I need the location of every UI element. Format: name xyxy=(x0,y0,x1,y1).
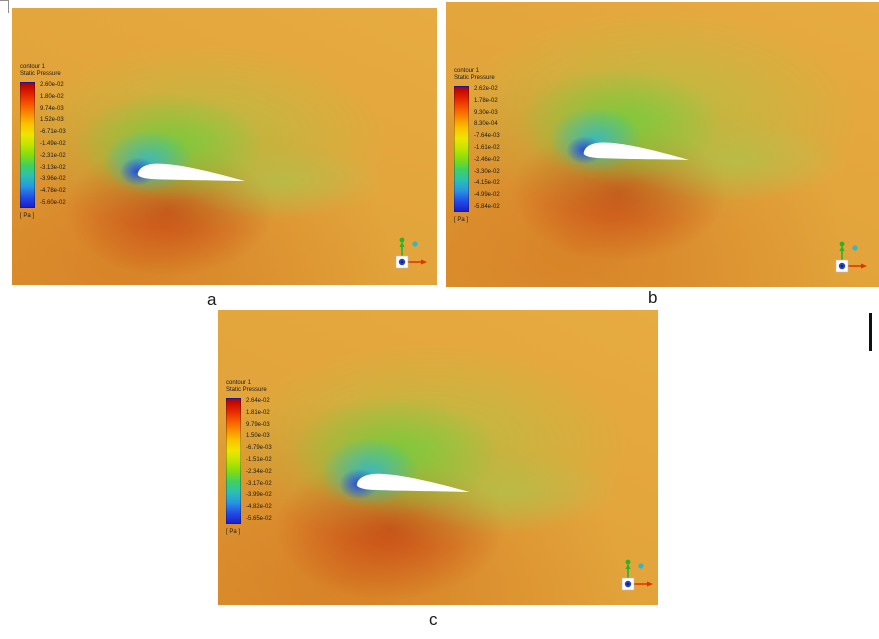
cfd-panel-c: contour 1 Static Pressure 2.64e-02 1.81e-… xyxy=(218,310,658,605)
legend-value: -2.34e-02 xyxy=(246,468,272,475)
airfoil-shape xyxy=(137,163,245,182)
axis-triad xyxy=(835,241,867,273)
y-axis-ball xyxy=(399,237,405,243)
y-axis-ball xyxy=(839,241,845,247)
iso-ball-icon xyxy=(852,245,858,251)
legend-title-line1: contour 1 xyxy=(454,68,480,74)
iso-ball-icon xyxy=(638,563,644,569)
z-axis-dot xyxy=(627,583,629,585)
subfigure-label-c: c xyxy=(429,610,438,629)
pressure-field-c xyxy=(218,310,658,605)
legend-value: -5.60e-02 xyxy=(40,199,66,206)
legend-value: 9.74e-03 xyxy=(40,105,64,112)
pressure-field-a xyxy=(12,8,437,285)
cfd-panel-a: contour 1 Static Pressure 2.60e-02 1.80e-… xyxy=(12,8,437,285)
legend-value: 2.62e-02 xyxy=(474,86,498,92)
legend-title-line1: contour 1 xyxy=(226,380,252,386)
legend-value: -4.99e-02 xyxy=(474,192,500,199)
legend-value: 1.80e-02 xyxy=(40,93,64,100)
colorbar-values: 2.64e-02 1.81e-02 9.79e-03 1.50e-03 -6.79e-0… xyxy=(246,398,272,522)
iso-ball-icon xyxy=(412,241,418,247)
legend-value: -4.78e-02 xyxy=(40,188,66,195)
legend-value: 2.60e-02 xyxy=(40,82,64,88)
legend-value: 9.30e-03 xyxy=(474,109,498,116)
legend-value: -5.84e-02 xyxy=(474,203,500,210)
legend-value: 9.79e-03 xyxy=(246,421,270,428)
legend-value: -7.64e-03 xyxy=(474,133,500,140)
legend-value: 1.81e-02 xyxy=(246,409,270,416)
legend-value: -1.49e-02 xyxy=(40,140,66,147)
subfigure-label-a: a xyxy=(207,290,217,309)
legend-title-line2: Static Pressure xyxy=(20,71,61,77)
z-axis-dot xyxy=(401,261,403,263)
legend-value: -6.71e-03 xyxy=(40,129,66,136)
legend-value: -3.13e-02 xyxy=(40,164,66,171)
legend-title-line2: Static Pressure xyxy=(454,75,495,81)
pressure-field-b xyxy=(446,2,879,287)
legend-value: 1.78e-02 xyxy=(474,97,498,104)
legend-units: [ Pa ] xyxy=(20,213,35,219)
colorbar xyxy=(226,398,241,524)
legend-value: -1.61e-02 xyxy=(474,144,500,151)
legend-value: 1.50e-03 xyxy=(246,433,270,440)
subfigure-label-b: b xyxy=(648,288,658,307)
colorbar-values: 2.60e-02 1.80e-02 9.74e-03 1.52e-03 -6.71e-0… xyxy=(40,82,66,206)
airfoil-shape xyxy=(356,473,470,493)
legend-title-line2: Static Pressure xyxy=(226,387,267,393)
contour-legend: contour 1 Static Pressure 2.62e-02 1.78e-… xyxy=(454,68,538,223)
text-anchor-mark xyxy=(0,0,9,13)
colorbar xyxy=(20,82,35,208)
legend-title: contour 1 Static Pressure xyxy=(226,380,310,394)
contour-legend: contour 1 Static Pressure 2.64e-02 1.81e-… xyxy=(226,380,310,535)
legend-value: -2.31e-02 xyxy=(40,152,66,159)
text-cursor-mark xyxy=(869,313,872,351)
legend-value: -3.96e-02 xyxy=(40,176,66,183)
cfd-panel-b: contour 1 Static Pressure 2.62e-02 1.78e-… xyxy=(446,2,879,287)
y-axis-arrowhead xyxy=(625,563,631,569)
y-axis-arrowhead xyxy=(839,245,845,251)
legend-value: 1.52e-03 xyxy=(40,117,64,124)
z-axis-dot xyxy=(841,265,843,267)
legend-value: 8.30e-04 xyxy=(474,121,498,128)
legend-value: -6.79e-03 xyxy=(246,445,272,452)
colorbar xyxy=(454,86,469,212)
airfoil-shape xyxy=(583,142,689,160)
colorbar-values: 2.62e-02 1.78e-02 9.30e-03 8.30e-04 -7.64e-0… xyxy=(474,86,500,210)
legend-title-line1: contour 1 xyxy=(20,64,46,70)
legend-value: -3.99e-02 xyxy=(246,492,272,499)
legend-value: -3.17e-02 xyxy=(246,480,272,487)
legend-title: contour 1 Static Pressure xyxy=(454,68,538,82)
legend-value: 2.64e-02 xyxy=(246,398,270,404)
axis-triad xyxy=(621,559,653,591)
legend-units: [ Pa ] xyxy=(454,217,469,223)
legend-units: [ Pa ] xyxy=(226,529,241,535)
x-axis-arrowhead xyxy=(861,263,867,269)
legend-value: -4.15e-02 xyxy=(474,180,500,187)
legend-title: contour 1 Static Pressure xyxy=(20,64,104,78)
x-axis-arrowhead xyxy=(421,259,427,265)
axis-triad xyxy=(395,237,427,269)
legend-value: -4.82e-02 xyxy=(246,504,272,511)
y-axis-ball xyxy=(625,559,631,565)
legend-value: -2.46e-02 xyxy=(474,156,500,163)
legend-value: -5.65e-02 xyxy=(246,515,272,522)
legend-value: -3.30e-02 xyxy=(474,168,500,175)
legend-value: -1.51e-02 xyxy=(246,456,272,463)
x-axis-arrowhead xyxy=(647,581,653,587)
y-axis-arrowhead xyxy=(399,241,405,247)
contour-legend: contour 1 Static Pressure 2.60e-02 1.80e-… xyxy=(20,64,104,219)
